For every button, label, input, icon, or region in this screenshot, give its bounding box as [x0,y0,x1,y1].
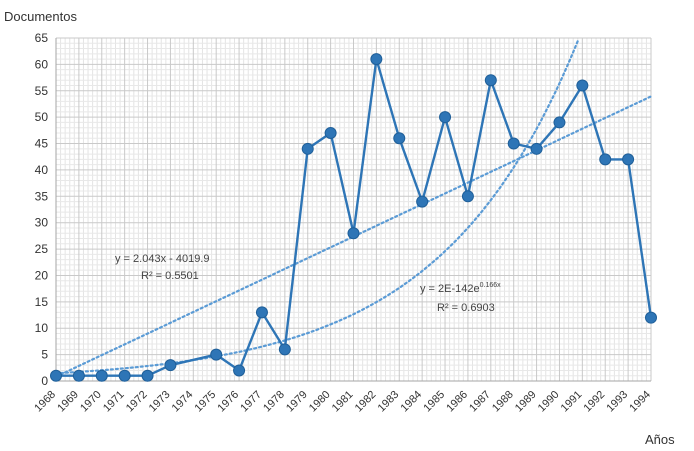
trendlines [54,39,653,378]
data-point-marker [301,142,314,155]
exponential-trendline [54,39,579,375]
exp-trend-r2: R² = 0.6903 [437,302,495,314]
data-point-marker [50,369,62,382]
data-point-marker [576,79,589,92]
x-tick-label: 1971 [101,389,127,415]
data-point-marker [370,53,383,66]
data-point-marker [645,311,657,324]
data-point-marker [530,142,543,155]
data-point-marker [210,348,223,361]
y-tick-label: 45 [35,137,49,151]
data-point-marker [278,343,291,356]
linear-trend-r2: R² = 0.5501 [141,270,199,282]
y-tick-label: 10 [35,321,49,335]
y-tick-label: 30 [35,216,49,230]
x-tick-label: 1970 [78,389,104,415]
x-tick-label: 1985 [421,389,447,415]
x-tick-label: 1994 [627,389,653,415]
y-tick-label: 0 [41,374,48,388]
data-point-marker [164,359,177,372]
x-tick-label: 1976 [215,389,241,415]
y-tick-label: 50 [35,110,49,124]
x-tick-label: 1991 [559,389,585,415]
data-point-marker [599,153,612,166]
x-tick-label: 1973 [147,389,173,415]
x-tick-label: 1982 [353,389,379,415]
data-point-marker [484,74,497,87]
exp-trend-equation-exponent: 0.166x [480,282,502,289]
data-point-marker [95,369,108,382]
x-tick-label: 1978 [261,389,287,415]
data-point-marker [507,137,520,150]
y-axis-title: Documentos [4,9,77,24]
x-tick-label: 1992 [582,389,608,415]
x-tick-label: 1986 [444,389,470,415]
x-tick-label: 1984 [398,389,424,415]
x-axis-title: Años [645,432,675,447]
data-point-marker [118,369,131,382]
data-point-marker [553,116,566,129]
x-tick-label: 1993 [604,389,630,415]
linear-trend-equation: y = 2.043x - 4019.9 [115,253,209,265]
x-tick-label: 1989 [513,389,539,415]
exp-trend-equation-main: y = 2E-142e [420,283,480,295]
tick-labels: 0510152025303540455055606519681969197019… [32,31,653,414]
y-tick-label: 20 [35,268,49,282]
data-point-marker [233,364,246,377]
data-point-marker [324,126,337,139]
data-point-marker [393,132,406,145]
x-tick-label: 1972 [124,389,150,415]
exp-trend-equation: y = 2E-142e0.166x [420,282,501,295]
y-tick-label: 40 [35,163,49,177]
x-tick-label: 1979 [284,389,310,415]
data-point-marker [255,306,268,319]
data-point-marker [141,369,154,382]
x-tick-label: 1990 [536,389,562,415]
y-tick-label: 5 [41,348,48,362]
data-point-marker [416,195,429,208]
y-tick-label: 15 [35,295,49,309]
y-tick-label: 55 [35,84,49,98]
y-tick-label: 25 [35,242,49,256]
x-tick-label: 1983 [376,389,402,415]
x-tick-label: 1981 [330,389,356,415]
x-tick-label: 1974 [170,389,196,415]
y-tick-label: 60 [35,57,49,71]
data-point-marker [439,111,452,124]
y-tick-label: 65 [35,31,49,45]
grid [55,37,652,382]
linear-trendline [54,95,653,378]
axes [55,38,651,382]
data-point-marker [72,369,85,382]
data-point-marker [347,227,360,240]
data-series [50,53,657,382]
x-tick-label: 1977 [238,389,264,415]
x-tick-label: 1987 [467,389,493,415]
x-tick-label: 1975 [193,389,219,415]
y-tick-label: 35 [35,189,49,203]
data-point-marker [622,153,635,166]
x-tick-label: 1980 [307,389,333,415]
data-point-marker [461,190,474,203]
x-tick-label: 1968 [32,389,58,415]
x-tick-label: 1988 [490,389,516,415]
x-tick-label: 1969 [55,389,81,415]
